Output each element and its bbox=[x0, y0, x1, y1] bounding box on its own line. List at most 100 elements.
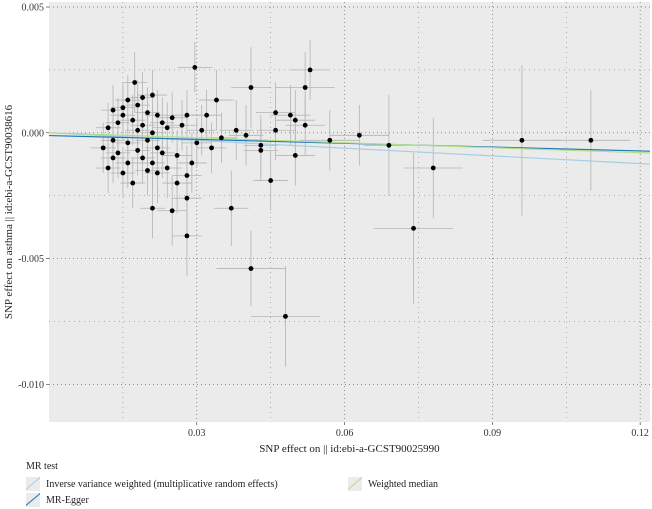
regression-lines bbox=[48, 132, 651, 165]
legend-key-mr-egger bbox=[26, 493, 40, 507]
y-tick-labels: 0.005 0.000 -0.005 -0.010 bbox=[18, 3, 49, 391]
data-point bbox=[105, 125, 111, 131]
data-point bbox=[150, 160, 155, 166]
data-point bbox=[519, 137, 525, 143]
y-tick-label: -0.005 bbox=[18, 254, 44, 265]
data-point bbox=[115, 120, 121, 126]
data-point bbox=[248, 85, 254, 90]
legend-item-weighted-median: Weighted median bbox=[348, 477, 438, 491]
data-point bbox=[140, 95, 145, 100]
legend-label-ivw: Inverse variance weighted (multiplicativ… bbox=[46, 478, 278, 490]
data-point bbox=[258, 142, 264, 148]
data-point bbox=[184, 112, 190, 118]
data-point bbox=[292, 117, 298, 123]
y-tick-label: 0.005 bbox=[22, 3, 45, 14]
x-tick-label: 0.12 bbox=[631, 428, 649, 439]
data-point bbox=[110, 107, 116, 113]
data-point bbox=[302, 85, 308, 90]
data-point bbox=[248, 266, 254, 271]
data-point bbox=[179, 122, 185, 128]
scatter-chart: 0.03 0.06 0.09 0.12 0.0050.000-0.005-0.010 … bbox=[3, 2, 651, 455]
data-point bbox=[204, 112, 210, 118]
data-point bbox=[140, 122, 145, 128]
data-point bbox=[135, 147, 141, 153]
data-point bbox=[386, 142, 392, 148]
data-point bbox=[302, 122, 308, 128]
x-tick-labels: 0.03 0.06 0.09 0.12 bbox=[188, 422, 649, 439]
data-point bbox=[184, 195, 190, 201]
data-point bbox=[154, 145, 160, 151]
data-point bbox=[135, 127, 141, 133]
data-point bbox=[214, 97, 219, 103]
legend-key-ivw bbox=[26, 477, 40, 491]
legend-label-weighted-median: Weighted median bbox=[368, 478, 439, 490]
data-point bbox=[283, 313, 288, 319]
data-point bbox=[150, 92, 155, 98]
data-point bbox=[588, 137, 594, 143]
data-point bbox=[292, 153, 298, 158]
data-points bbox=[100, 64, 594, 319]
data-point bbox=[273, 110, 279, 116]
y-tick-label: 0.000 bbox=[22, 128, 45, 139]
data-point bbox=[219, 135, 224, 141]
data-point bbox=[192, 64, 198, 70]
data-point bbox=[258, 147, 264, 153]
data-point bbox=[174, 153, 180, 158]
data-point bbox=[145, 168, 150, 173]
legend: MR test Inverse variance weighted (multi… bbox=[26, 461, 626, 509]
data-point bbox=[125, 97, 131, 103]
data-point bbox=[110, 137, 116, 143]
y-axis-title: SNP effect on asthma || id:ebi-a-GCST900… bbox=[3, 104, 15, 319]
data-point bbox=[135, 102, 141, 108]
data-point bbox=[189, 160, 195, 166]
data-point bbox=[120, 170, 126, 176]
data-point bbox=[110, 155, 116, 161]
data-point bbox=[145, 110, 150, 116]
x-tick-label: 0.06 bbox=[336, 428, 354, 439]
legend-label-mr-egger: MR-Egger bbox=[46, 494, 89, 506]
data-point bbox=[120, 105, 126, 111]
y-tick-label: -0.010 bbox=[18, 380, 44, 391]
data-point bbox=[327, 137, 333, 143]
data-point bbox=[199, 127, 205, 133]
data-point bbox=[243, 132, 249, 138]
data-point bbox=[228, 205, 234, 211]
data-point bbox=[159, 120, 165, 126]
plot-panel bbox=[49, 2, 650, 422]
data-point bbox=[174, 180, 180, 186]
data-point bbox=[209, 145, 214, 151]
data-point bbox=[120, 112, 126, 118]
x-tick-label: 0.03 bbox=[188, 428, 206, 439]
data-point bbox=[164, 165, 170, 171]
legend-item-mr-egger: MR-Egger bbox=[26, 493, 89, 507]
data-point bbox=[159, 150, 165, 156]
data-point bbox=[287, 112, 293, 118]
data-point bbox=[130, 117, 136, 123]
data-point bbox=[411, 225, 416, 231]
data-point bbox=[184, 233, 190, 239]
data-point bbox=[356, 132, 362, 138]
data-point bbox=[154, 170, 160, 176]
data-point bbox=[115, 150, 121, 156]
data-point bbox=[132, 80, 138, 85]
x-axis-title: SNP effect on || id:ebi-a-GCST90025990 bbox=[259, 443, 440, 455]
data-point bbox=[150, 130, 155, 136]
data-point bbox=[184, 173, 190, 178]
data-point bbox=[430, 165, 436, 171]
legend-key-weighted-median bbox=[348, 477, 362, 491]
data-point bbox=[273, 127, 279, 133]
data-point bbox=[194, 140, 200, 146]
legend-item-ivw: Inverse variance weighted (multiplicativ… bbox=[26, 477, 278, 491]
data-point bbox=[164, 125, 170, 131]
data-point bbox=[169, 115, 175, 121]
legend-title: MR test bbox=[26, 461, 58, 472]
data-point bbox=[268, 178, 274, 183]
data-point bbox=[145, 137, 150, 143]
data-point bbox=[140, 155, 145, 161]
data-point bbox=[125, 140, 131, 146]
data-point bbox=[150, 205, 155, 211]
data-point bbox=[125, 160, 131, 166]
data-point bbox=[307, 67, 313, 73]
data-point bbox=[233, 127, 239, 133]
weighted-median-line bbox=[48, 132, 651, 154]
